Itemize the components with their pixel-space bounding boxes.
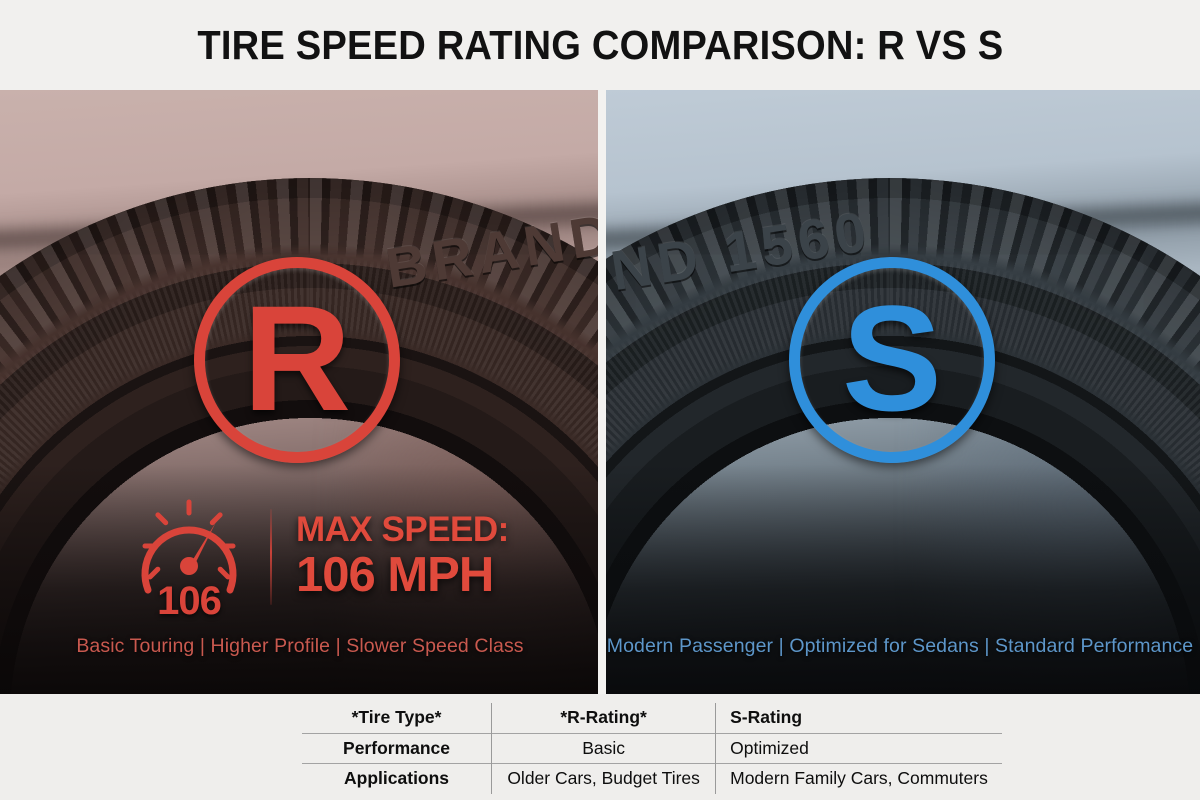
row-label-applications: Applications	[344, 768, 450, 789]
page-title: TIRE SPEED RATING COMPARISON: R VS S	[196, 21, 1004, 68]
cell-performance-s: Optimized	[715, 733, 1002, 764]
tagline-right: Modern Passenger | Optimized for Sedans …	[606, 635, 1194, 657]
table-header-tire-type: *Tire Type*	[351, 707, 442, 727]
cell-applications-r: Older Cars, Budget Tires	[491, 763, 716, 794]
comparison-panels: BRAND R	[0, 90, 1200, 694]
panel-s-rating[interactable]: ND 1560 S	[600, 90, 1200, 694]
cell-performance-r: Basic	[491, 733, 716, 764]
speed-divider-left	[270, 509, 272, 605]
table-header-r-rating: *R-Rating*	[491, 703, 716, 734]
table-header-row: *Tire Type* *R-Rating* S-Rating	[302, 703, 1002, 734]
gauge-value-left: 106	[157, 579, 222, 623]
panel-r-rating[interactable]: BRAND R	[0, 90, 600, 694]
speed-row-left: 106 MAX SPEED: 106 MPH	[128, 498, 509, 623]
badge-ring-icon	[789, 257, 995, 463]
rating-badge-r[interactable]: R	[194, 257, 400, 463]
max-speed-value-left: 106 MPH	[296, 547, 494, 602]
comparison-table: *Tire Type* *R-Rating* S-Rating Performa…	[302, 703, 1002, 794]
speed-text-left: MAX SPEED: 106 MPH	[296, 510, 509, 602]
title-bar: TIRE SPEED RATING COMPARISON: R VS S	[0, 0, 1200, 90]
rating-badge-s[interactable]: S	[789, 257, 995, 463]
speedometer-gauge-left: 106	[128, 498, 250, 623]
table-header-s-rating: S-Rating	[715, 703, 1002, 734]
badge-ring-icon	[194, 257, 400, 463]
tagline-left: Basic Touring | Higher Profile | Slower …	[76, 635, 524, 657]
cell-applications-s: Modern Family Cars, Commuters	[715, 763, 1002, 794]
row-label-performance: Performance	[343, 737, 451, 758]
table-row: Applications Older Cars, Budget Tires Mo…	[302, 763, 1002, 794]
table-row: Performance Basic Optimized	[302, 733, 1002, 764]
max-speed-label-left: MAX SPEED:	[296, 510, 509, 550]
panel-divider	[598, 90, 606, 694]
comparison-table-section: *Tire Type* *R-Rating* S-Rating Performa…	[0, 694, 1200, 800]
